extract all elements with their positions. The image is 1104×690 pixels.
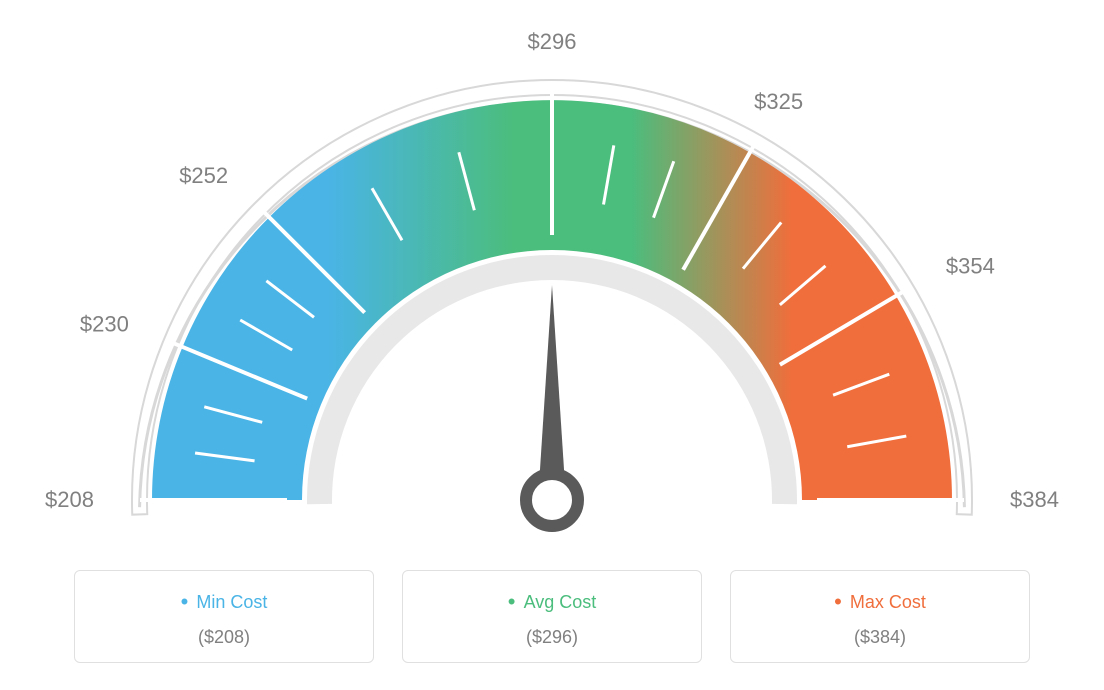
svg-text:$384: $384 — [1010, 487, 1059, 512]
legend-max-label: Max Cost — [731, 589, 1029, 615]
svg-text:$230: $230 — [80, 312, 129, 337]
legend-card-min: Min Cost ($208) — [74, 570, 374, 663]
svg-text:$252: $252 — [179, 163, 228, 188]
svg-text:$325: $325 — [754, 89, 803, 114]
legend-card-avg: Avg Cost ($296) — [402, 570, 702, 663]
gauge-svg: $208 $230 $252 $296 $325 $354 $384 — [0, 0, 1104, 560]
svg-text:$208: $208 — [45, 487, 94, 512]
legend-row: Min Cost ($208) Avg Cost ($296) Max Cost… — [0, 570, 1104, 663]
legend-min-label: Min Cost — [75, 589, 373, 615]
svg-text:$354: $354 — [946, 253, 995, 278]
legend-avg-value: ($296) — [403, 627, 701, 648]
legend-avg-label: Avg Cost — [403, 589, 701, 615]
legend-card-max: Max Cost ($384) — [730, 570, 1030, 663]
svg-text:$296: $296 — [528, 29, 577, 54]
legend-max-value: ($384) — [731, 627, 1029, 648]
legend-min-value: ($208) — [75, 627, 373, 648]
gauge-chart-container: $208 $230 $252 $296 $325 $354 $384 — [0, 0, 1104, 560]
